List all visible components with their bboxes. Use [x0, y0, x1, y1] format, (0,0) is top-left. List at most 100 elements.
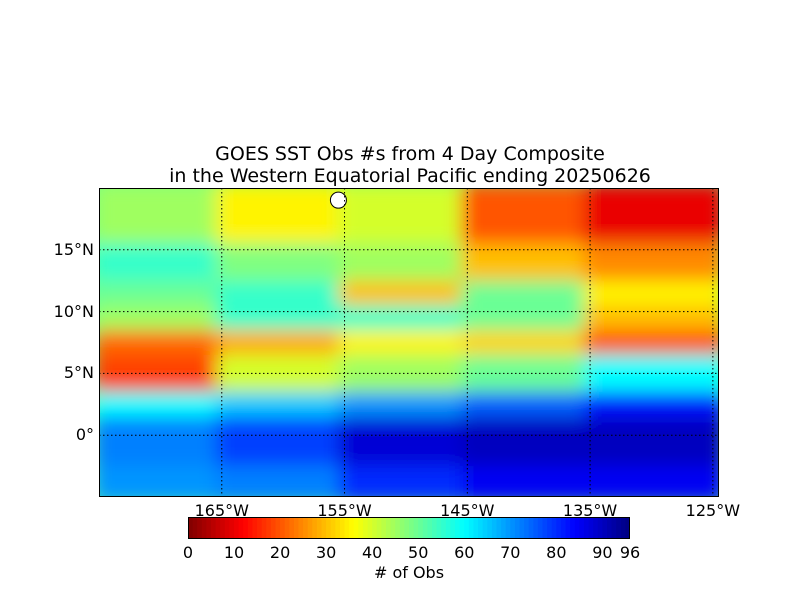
colorbar-segment [303, 517, 309, 539]
colorbar-frame [188, 517, 630, 539]
colorbar-segment [602, 517, 608, 539]
colorbar-segment [505, 517, 511, 539]
colorbar-segment [192, 517, 198, 539]
colorbar-segment [436, 517, 442, 539]
colorbar-segment [330, 517, 336, 539]
x-tick-label: 155°W [317, 501, 372, 520]
colorbar-segment [459, 517, 465, 539]
colorbar-segment [473, 517, 479, 539]
x-tick-label: 125°W [685, 501, 741, 520]
colorbar-segment [284, 517, 290, 539]
colorbar-segment [579, 517, 585, 539]
colorbar-segment [201, 517, 208, 539]
colorbar-segment [257, 517, 263, 539]
colorbar-segment [270, 517, 277, 539]
colorbar-segment [455, 517, 461, 539]
colorbar-segment [298, 517, 304, 539]
y-tick-label: 5°N [63, 363, 94, 383]
colorbar-segment [464, 517, 470, 539]
colorbar-segment [542, 517, 548, 539]
colorbar-segment [482, 517, 488, 539]
colorbar-segment [243, 517, 249, 539]
chart-subtitle: in the Western Equatorial Pacific ending… [169, 165, 651, 187]
colorbar-segment [409, 517, 415, 539]
colorbar-tick-label: 0 [182, 543, 194, 562]
colorbar-segment [445, 517, 452, 539]
colorbar-segment [528, 517, 534, 539]
sst-obs-map [99, 188, 719, 497]
obs-cell [215, 188, 351, 244]
colorbar-segment [224, 517, 231, 539]
colorbar-tick-label: 20 [269, 543, 291, 562]
colorbar-tick-label: 40 [361, 543, 383, 562]
colorbar-segment [441, 517, 447, 539]
colorbar-segment [385, 517, 392, 539]
colorbar-segment [616, 517, 622, 539]
map-frame [99, 188, 719, 497]
colorbar-segment [422, 517, 429, 539]
colorbar-segment [280, 517, 286, 539]
colorbar-segment [404, 517, 410, 539]
colorbar-segment [588, 517, 594, 539]
colorbar-label: # of Obs [373, 563, 445, 582]
y-tick-label: 0° [75, 425, 94, 445]
colorbar-segment [593, 517, 599, 539]
colorbar-tick-label: 70 [500, 543, 521, 562]
colorbar-segment [478, 517, 484, 539]
colorbar-segment [491, 517, 498, 539]
colorbar-segment [381, 517, 387, 539]
colorbar-segment [188, 517, 194, 539]
colorbar [188, 517, 630, 539]
colorbar-segment [395, 517, 401, 539]
colorbar-segment [376, 517, 382, 539]
colorbar-segment [519, 517, 525, 539]
colorbar-segment [565, 517, 571, 539]
colorbar-segment [197, 517, 203, 539]
colorbar-segment [321, 517, 327, 539]
chart-title: GOES SST Obs #s from 4 Day Composite [215, 143, 605, 165]
colorbar-segment [611, 517, 617, 539]
colorbar-segment [551, 517, 557, 539]
colorbar-segment [427, 517, 433, 539]
colorbar-tick-label: 10 [223, 543, 245, 562]
colorbar-segment [390, 517, 396, 539]
graticule [99, 188, 719, 497]
colorbar-segment [620, 517, 626, 539]
colorbar-segment [510, 517, 516, 539]
colorbar-segment [514, 517, 521, 539]
y-tick-label: 15°N [53, 239, 94, 259]
colorbar-segment [501, 517, 507, 539]
x-tick-label: 145°W [440, 501, 495, 520]
colorbar-segment [238, 517, 244, 539]
colorbar-segment [307, 517, 313, 539]
colorbar-segment [247, 517, 254, 539]
colorbar-segment [468, 517, 475, 539]
colorbar-segment [413, 517, 419, 539]
colorbar-tick-label: 50 [408, 543, 429, 562]
obs-cell [584, 188, 719, 244]
colorbar-segment [597, 517, 603, 539]
colorbar-segment [335, 517, 341, 539]
colorbar-segment [560, 517, 567, 539]
colorbar-segment [432, 517, 438, 539]
colorbar-segment [524, 517, 530, 539]
x-tick-label: 165°W [194, 501, 249, 520]
colorbar-segment [344, 517, 350, 539]
obs-cell [338, 188, 474, 244]
colorbar-segment [261, 517, 267, 539]
colorbar-tick-label: 90 [592, 543, 613, 562]
colorbar-tick-label: 60 [454, 543, 475, 562]
colorbar-segment [293, 517, 300, 539]
colorbar-segment [606, 517, 613, 539]
colorbar-segment [326, 517, 332, 539]
colorbar-tick-label: 30 [315, 543, 337, 562]
colorbar-segment [316, 517, 323, 539]
colorbar-segment [358, 517, 364, 539]
colorbar-segment [537, 517, 544, 539]
colorbar-segment [353, 517, 359, 539]
colorbar-segment [418, 517, 424, 539]
colorbar-segment [372, 517, 378, 539]
colorbar-segment [570, 517, 576, 539]
colorbar-segment [220, 517, 226, 539]
colorbar-segment [496, 517, 502, 539]
